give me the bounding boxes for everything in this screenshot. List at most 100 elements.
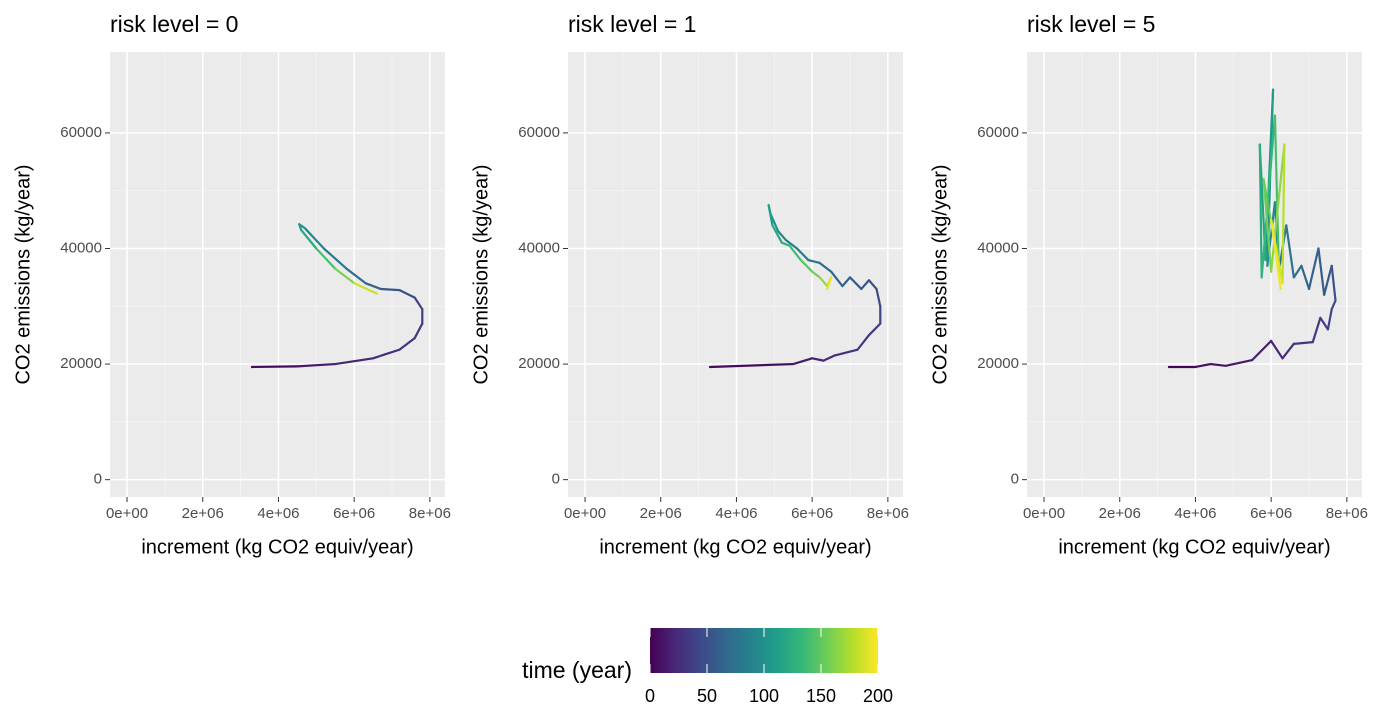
line-segment <box>867 279 878 291</box>
line-segment <box>784 238 799 250</box>
line-segment <box>1319 316 1330 331</box>
line-segment <box>1262 178 1273 273</box>
line-segment <box>353 282 378 295</box>
line-segment <box>875 287 882 308</box>
colorbar-tick-label: 0 <box>645 686 655 706</box>
line-segment <box>1292 264 1303 279</box>
line-segment <box>1323 264 1333 296</box>
x-axis-title: increment (kg CO2 equiv/year) <box>141 536 413 558</box>
x-tick-label: 4e+06 <box>257 505 299 522</box>
y-axis-title: CO2 emissions (kg/year) <box>470 164 492 384</box>
colorbar-tick-label: 200 <box>863 686 893 706</box>
line-segment <box>1194 362 1212 369</box>
x-tick-label: 2e+06 <box>1099 505 1141 522</box>
line-segment <box>300 228 318 250</box>
line-segment <box>822 354 836 362</box>
line-segment <box>315 247 337 270</box>
line-segment <box>867 322 882 337</box>
x-tick-label: 2e+06 <box>182 505 224 522</box>
panel-title: risk level = 5 <box>1027 11 1155 37</box>
line-segment <box>767 204 774 227</box>
line-segment <box>1311 316 1322 344</box>
x-tick-label: 4e+06 <box>715 505 757 522</box>
line-segment <box>1209 362 1227 367</box>
y-tick-label: 60000 <box>977 124 1019 141</box>
line-segment <box>833 348 859 357</box>
line-segment <box>848 276 863 291</box>
line-segment <box>1251 339 1273 362</box>
line-segment <box>856 334 871 351</box>
line-segment <box>322 247 348 270</box>
line-segment <box>379 287 401 292</box>
y-axis-title: CO2 emissions (kg/year) <box>929 164 951 384</box>
line-segment <box>1317 247 1326 296</box>
y-tick-label: 0 <box>552 471 560 488</box>
x-tick-label: 8e+06 <box>867 505 909 522</box>
x-tick-label: 8e+06 <box>409 505 451 522</box>
line-segment <box>398 289 416 299</box>
line-segment <box>296 362 337 368</box>
line-segment <box>303 227 325 250</box>
x-tick-label: 6e+06 <box>333 505 375 522</box>
line-segment <box>811 270 821 279</box>
line-segment <box>811 357 825 362</box>
x-axis-title: increment (kg CO2 equiv/year) <box>599 536 871 558</box>
line-segment <box>1326 308 1333 331</box>
x-tick-label: 4e+06 <box>1174 505 1216 522</box>
line-segment <box>1281 143 1286 285</box>
y-tick-label: 60000 <box>518 124 560 141</box>
line-segment <box>780 241 791 247</box>
legend-title: time (year) <box>522 657 632 683</box>
x-tick-label: 8e+06 <box>1326 505 1368 522</box>
x-axis-title: increment (kg CO2 equiv/year) <box>1058 536 1330 558</box>
x-tick-label: 2e+06 <box>640 505 682 522</box>
line-segment <box>1270 218 1282 291</box>
line-segment <box>771 224 783 244</box>
line-segment <box>345 267 367 285</box>
line-segment <box>250 365 299 369</box>
line-segment <box>708 362 795 369</box>
line-segment <box>371 348 401 360</box>
line-segment <box>1292 341 1314 345</box>
panel-title: risk level = 0 <box>110 11 238 37</box>
x-tick-label: 6e+06 <box>791 505 833 522</box>
colorbar-tick-label: 100 <box>749 686 779 706</box>
y-tick-label: 40000 <box>518 239 560 256</box>
line-segment <box>413 296 424 311</box>
line-segment <box>792 357 814 366</box>
line-segment <box>1273 114 1280 267</box>
plot-panel <box>568 52 903 497</box>
y-axis-title: CO2 emissions (kg/year) <box>12 164 34 384</box>
line-segment <box>1281 342 1295 360</box>
line-segment <box>1330 264 1337 302</box>
y-tick-label: 20000 <box>60 355 102 372</box>
line-segment <box>1285 224 1295 279</box>
y-tick-label: 20000 <box>977 355 1019 372</box>
line-segment <box>334 357 375 366</box>
line-segment <box>413 322 424 340</box>
line-segment <box>829 270 844 288</box>
y-tick-label: 40000 <box>977 239 1019 256</box>
line-segment <box>1330 299 1337 311</box>
line-segment <box>818 276 829 288</box>
plot-panel <box>1027 52 1362 497</box>
panel-title: risk level = 1 <box>568 11 696 37</box>
line-segment <box>1307 247 1320 291</box>
plot-panel <box>110 52 445 497</box>
line-segment <box>1224 358 1254 367</box>
y-tick-label: 0 <box>1011 471 1019 488</box>
line-segment <box>1260 114 1277 279</box>
line-segment <box>398 336 416 351</box>
y-tick-label: 60000 <box>60 124 102 141</box>
line-segment <box>795 247 810 262</box>
colorbar-tick-label: 50 <box>697 686 717 706</box>
x-tick-label: 0e+00 <box>564 505 606 522</box>
line-segment <box>841 276 852 288</box>
x-tick-label: 0e+00 <box>106 505 148 522</box>
y-tick-label: 20000 <box>518 355 560 372</box>
line-segment <box>1300 264 1311 291</box>
line-segment <box>788 244 802 262</box>
line-segment <box>1270 143 1286 273</box>
line-segment <box>860 279 871 291</box>
